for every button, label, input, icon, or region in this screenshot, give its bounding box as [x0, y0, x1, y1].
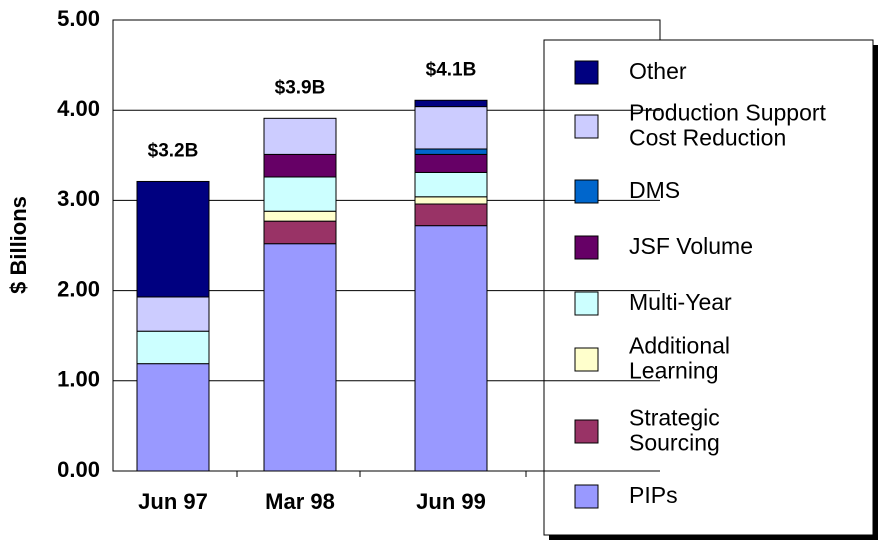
bar-segment — [414, 106, 488, 150]
y-tick-label: 2.00 — [57, 276, 100, 301]
legend-swatch — [574, 347, 599, 372]
legend-swatch — [574, 60, 599, 85]
bar-segment — [414, 99, 488, 108]
legend-label: Production Support Cost Reduction — [629, 100, 827, 151]
bar-segment — [414, 153, 488, 173]
bar-segment — [263, 210, 337, 222]
legend-label: DMS — [629, 177, 680, 203]
bar-segment — [414, 203, 488, 227]
legend-label: PIPs — [629, 482, 678, 508]
legend-swatch — [574, 419, 599, 444]
bar-segment — [136, 296, 210, 332]
x-tick-label: Jun 99 — [416, 489, 486, 514]
legend — [543, 39, 874, 536]
bar-segment — [136, 180, 210, 298]
bar-segment — [263, 153, 337, 178]
total-label: $3.2B — [148, 140, 199, 161]
legend-label: JSF Volume — [629, 233, 753, 259]
total-label: $3.9B — [275, 77, 326, 98]
y-tick-label: 3.00 — [57, 186, 100, 211]
legend-label: Multi-Year — [629, 289, 732, 315]
bar-segment — [263, 176, 337, 212]
legend-swatch — [574, 235, 599, 260]
y-axis-label: $ Billions — [6, 196, 31, 294]
y-tick-label: 1.00 — [57, 367, 100, 392]
bar-segment — [263, 243, 337, 472]
legend-label: Strategic Sourcing — [629, 405, 720, 456]
y-tick-label: 4.00 — [57, 96, 100, 121]
legend-swatch — [574, 484, 599, 509]
legend-swatch — [574, 114, 599, 139]
x-tick-label: Jun 97 — [138, 489, 208, 514]
legend-label: Additional Learning — [629, 333, 730, 384]
legend-swatch — [574, 179, 599, 204]
bar-segment — [136, 330, 210, 365]
bar-segment — [414, 171, 488, 198]
y-tick-label: 5.00 — [57, 6, 100, 31]
bar-segment — [414, 225, 488, 472]
bar-segment — [414, 196, 488, 205]
y-tick-label: 0.00 — [57, 457, 100, 482]
bar-segment — [263, 220, 337, 245]
bar-segment — [414, 148, 488, 155]
total-label: $4.1B — [426, 59, 477, 80]
legend-swatch — [574, 291, 599, 316]
legend-label: Other — [629, 58, 687, 84]
bar-segment — [263, 117, 337, 155]
bar-segment — [136, 363, 210, 472]
x-tick-label: Mar 98 — [265, 489, 335, 514]
